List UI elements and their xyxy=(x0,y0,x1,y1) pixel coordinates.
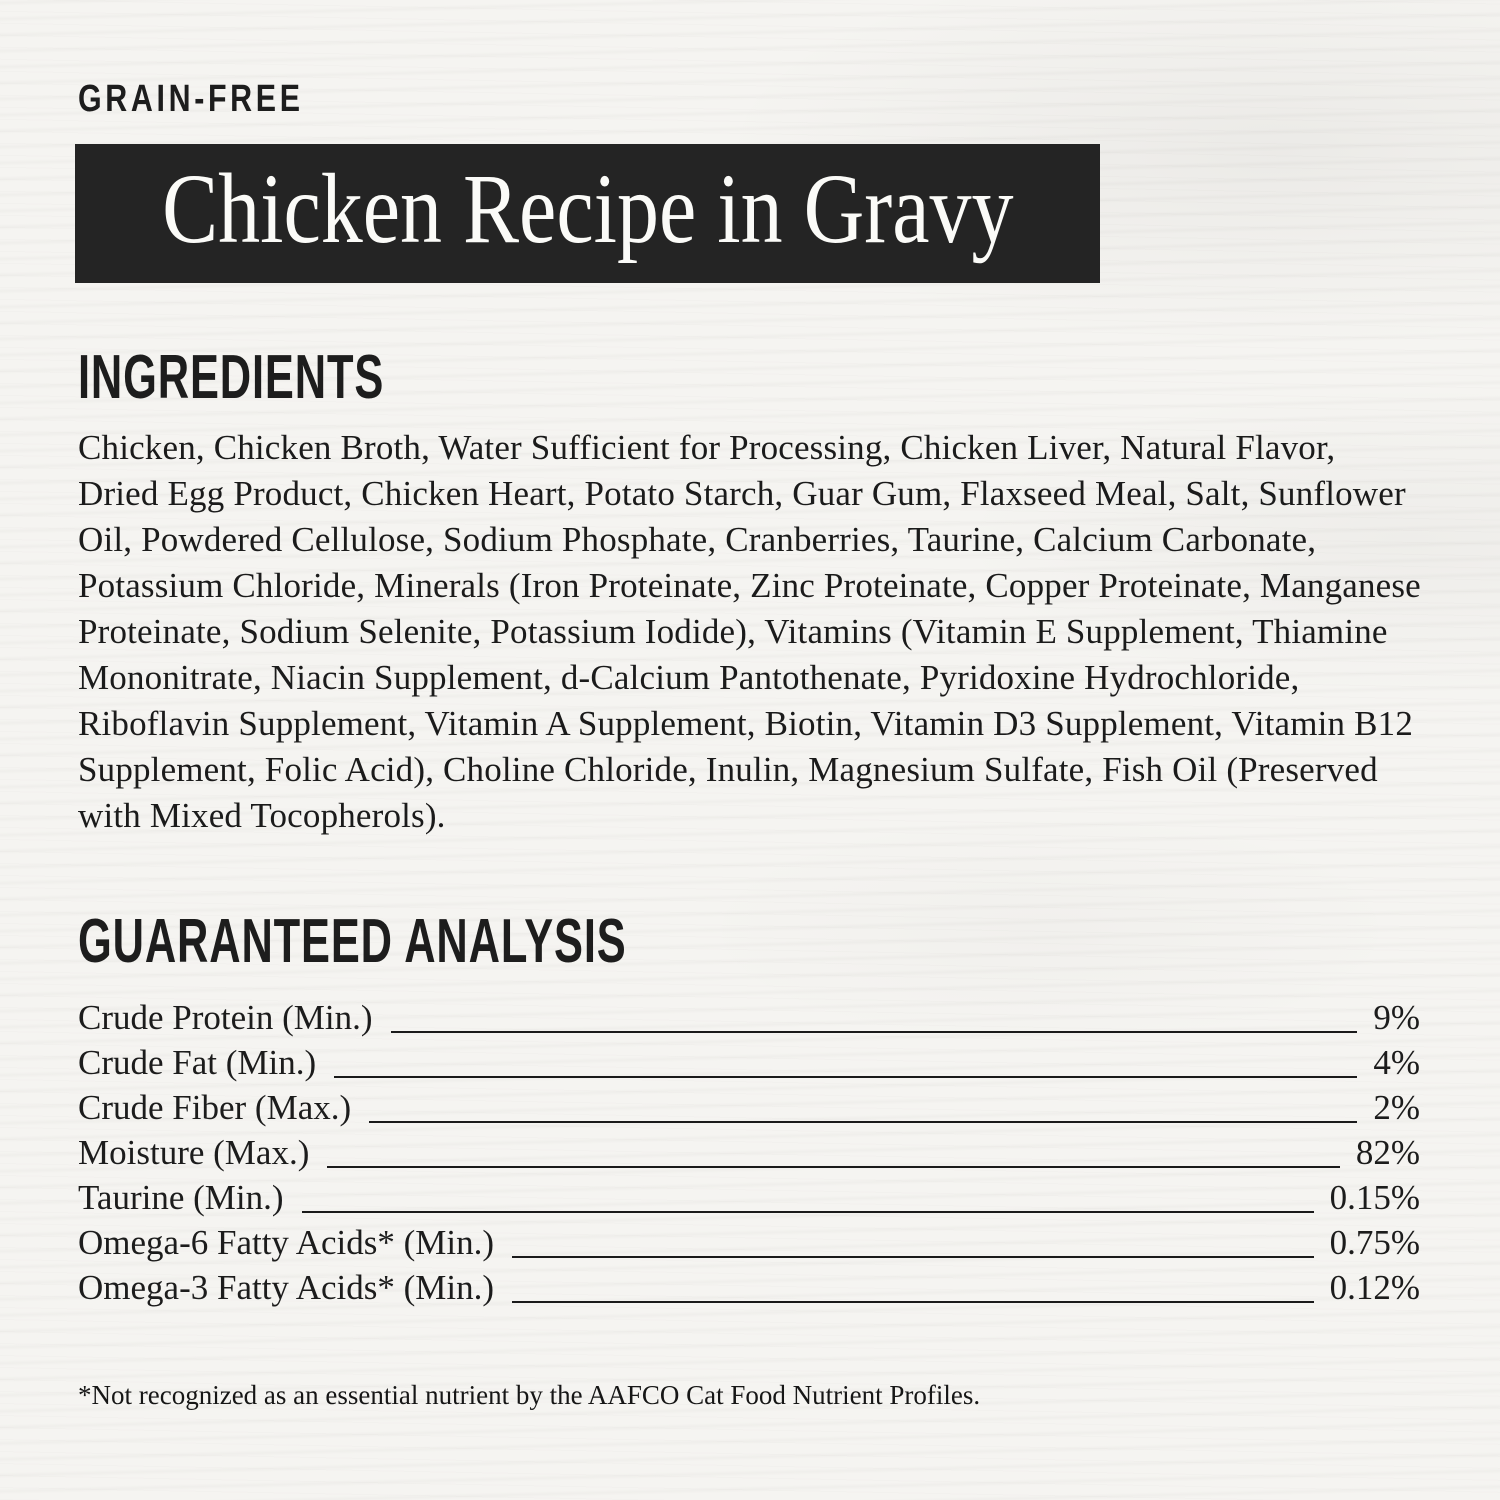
analysis-row-omega-3: Omega-3 Fatty Acids* (Min.) 0.12% xyxy=(78,1265,1420,1310)
guaranteed-analysis-table: Crude Protein (Min.) 9% Crude Fat (Min.)… xyxy=(78,995,1420,1310)
analysis-row-label: Omega-3 Fatty Acids* (Min.) xyxy=(78,1268,495,1307)
analysis-row-moisture: Moisture (Max.) 82% xyxy=(78,1130,1420,1175)
leader-line xyxy=(334,1076,1358,1078)
ingredients-text: Chicken, Chicken Broth, Water Sufficient… xyxy=(78,428,1421,835)
analysis-row-value: 0.75% xyxy=(1329,1223,1420,1262)
ingredients-heading: INGREDIENTS xyxy=(78,343,385,412)
analysis-row-value: 9% xyxy=(1373,998,1420,1037)
ingredients-section: INGREDIENTS Chicken, Chicken Broth, Wate… xyxy=(78,343,1421,839)
analysis-row-label: Omega-6 Fatty Acids* (Min.) xyxy=(78,1223,495,1262)
leader-line xyxy=(390,1031,1358,1033)
grain-free-badge: GRAIN-FREE xyxy=(78,78,304,120)
label-header: GRAIN-FREE Chicken Recipe in Gravy xyxy=(75,78,1420,283)
analysis-row-crude-fiber: Crude Fiber (Max.) 2% xyxy=(78,1085,1420,1130)
leader-line xyxy=(512,1301,1314,1303)
analysis-row-omega-6: Omega-6 Fatty Acids* (Min.) 0.75% xyxy=(78,1220,1420,1265)
analysis-row-label: Moisture (Max.) xyxy=(78,1133,310,1172)
aafco-footnote: *Not recognized as an essential nutrient… xyxy=(78,1380,981,1410)
analysis-row-label: Crude Fiber (Max.) xyxy=(78,1088,352,1127)
analysis-row-value: 2% xyxy=(1373,1088,1420,1127)
leader-line xyxy=(369,1121,1358,1123)
analysis-row-label: Taurine (Min.) xyxy=(78,1178,284,1217)
leader-line xyxy=(327,1166,1340,1168)
analysis-row-label: Crude Protein (Min.) xyxy=(78,998,373,1037)
analysis-row-crude-fat: Crude Fat (Min.) 4% xyxy=(78,1040,1420,1085)
title-banner: Chicken Recipe in Gravy xyxy=(75,144,1100,283)
leader-line xyxy=(301,1211,1314,1213)
analysis-row-taurine: Taurine (Min.) 0.15% xyxy=(78,1175,1420,1220)
analysis-row-label: Crude Fat (Min.) xyxy=(78,1043,317,1082)
guaranteed-analysis-section: GUARANTEED ANALYSIS Crude Protein (Min.)… xyxy=(78,911,1420,1310)
analysis-row-crude-protein: Crude Protein (Min.) 9% xyxy=(78,995,1420,1040)
analysis-row-value: 0.12% xyxy=(1329,1268,1420,1307)
guaranteed-analysis-heading: GUARANTEED ANALYSIS xyxy=(78,907,627,976)
analysis-row-value: 0.15% xyxy=(1329,1178,1420,1217)
analysis-row-value: 4% xyxy=(1373,1043,1420,1082)
analysis-row-value: 82% xyxy=(1355,1133,1420,1172)
leader-line xyxy=(512,1256,1314,1258)
product-title: Chicken Recipe in Gravy xyxy=(161,152,1014,264)
